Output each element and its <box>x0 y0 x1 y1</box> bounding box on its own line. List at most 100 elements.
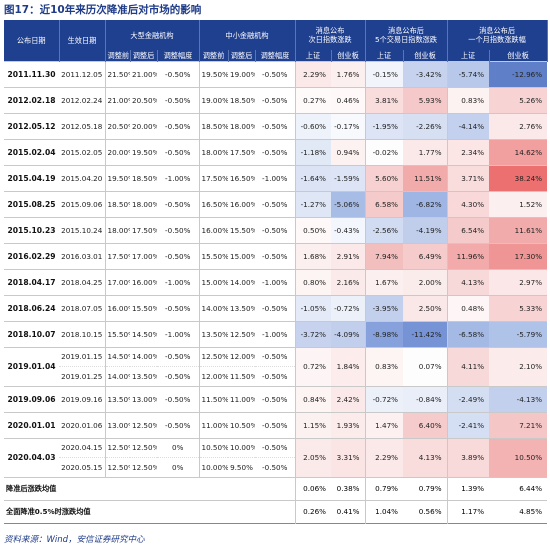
five-day-chinext-cell: -3.42% <box>403 60 448 87</box>
large-before-cell: 17.50% <box>104 242 130 269</box>
small-magnitude-cell: -0.50% <box>255 366 295 386</box>
five-day-chinext-summary-cell: 0.79% <box>403 476 448 500</box>
five-day-shanghai-cell: 0.83% <box>364 346 404 386</box>
five-day-shanghai-cell: 1.67% <box>364 268 404 295</box>
header-small-institutions: 中小金融机构 <box>199 20 296 50</box>
five-day-chinext-cell: 2.00% <box>403 268 448 295</box>
source-note: 资料来源：Wind，安信证券研究中心 <box>4 535 145 545</box>
five-day-shanghai-cell: 2.29% <box>364 437 404 477</box>
large-magnitude-cell: -0.50% <box>157 190 199 217</box>
summary-row: 全面降准0.5%时涨跌均值 0.26% 0.41% 1.04% 0.56% 1.17% 4.… <box>4 499 548 523</box>
announce-date-cell: 2012.02.18 <box>4 86 59 113</box>
effective-date-cell: 2020.04.15 <box>59 437 105 458</box>
small-before-cell: 18.00% <box>198 138 228 165</box>
month-chinext-summary-cell: 4.85% <box>489 499 548 523</box>
month-shanghai-cell: 3.71% <box>446 164 490 191</box>
large-after-cell: 14.00% <box>130 346 157 367</box>
table-row: 2012.02.182012.02.2421.00%20.50%-0.50%19… <box>4 86 548 113</box>
large-magnitude-cell: -0.50% <box>157 112 199 139</box>
header-large-before: 调整前 <box>105 50 131 61</box>
header-month-chinext: 创业板 <box>489 50 548 61</box>
large-before-cell: 14.50% <box>104 346 130 367</box>
small-magnitude-cell: -0.50% <box>255 112 295 139</box>
effective-date-cell: 2016.03.01 <box>59 242 105 269</box>
large-after-cell: 12.50% <box>130 437 157 458</box>
small-magnitude-cell: -1.00% <box>255 320 295 347</box>
effective-date-cell: 2019.01.15 <box>59 346 105 367</box>
five-day-shanghai-cell: -3.95% <box>364 294 404 321</box>
small-after-cell: 11.50% <box>228 366 255 386</box>
next-day-chinext-cell: 1.84% <box>331 346 366 386</box>
five-day-chinext-cell: 5.93% <box>403 86 448 113</box>
month-chinext-cell: 38.24% <box>489 164 548 191</box>
next-day-shanghai-cell: 0.84% <box>294 385 331 412</box>
small-before-cell: 14.00% <box>198 294 228 321</box>
announce-date-cell: 2018.06.24 <box>4 294 59 321</box>
effective-date-cell: 2019.01.25 <box>59 366 105 386</box>
month-chinext-summary-cell: 6.44% <box>489 476 548 500</box>
table-row: 2018.04.172018.04.2517.00%16.00%-1.00%15… <box>4 268 548 295</box>
five-day-chinext-summary-cell: 0.56% <box>403 499 448 523</box>
large-magnitude-cell: -0.50% <box>157 366 199 386</box>
next-day-shanghai-cell: -0.60% <box>294 112 331 139</box>
small-before-cell: 13.50% <box>198 320 228 347</box>
large-after-cell: 21.00% <box>130 60 157 87</box>
small-magnitude-cell: -1.00% <box>255 268 295 295</box>
effective-date-cell: 2015.04.20 <box>59 164 105 191</box>
small-after-cell: 11.00% <box>228 385 255 412</box>
announce-date-cell: 2019.01.04 <box>4 346 59 386</box>
large-before-cell: 20.50% <box>104 112 130 139</box>
next-day-chinext-summary-cell: 0.41% <box>331 499 366 523</box>
five-day-chinext-cell: 4.13% <box>403 437 448 477</box>
small-magnitude-cell: -0.50% <box>255 411 295 438</box>
small-after-cell: 18.50% <box>228 86 255 113</box>
header-large-institutions: 大型金融机构 <box>105 20 200 50</box>
large-before-cell: 21.00% <box>104 86 130 113</box>
small-magnitude-cell: -0.50% <box>255 457 295 477</box>
small-magnitude-cell: -0.50% <box>255 190 295 217</box>
small-before-cell: 10.50% <box>198 437 228 458</box>
large-before-cell: 13.00% <box>104 411 130 438</box>
next-day-shanghai-cell: 0.27% <box>294 86 331 113</box>
small-before-cell: 16.00% <box>198 216 228 243</box>
announce-date-cell: 2015.10.23 <box>4 216 59 243</box>
large-magnitude-cell: 0% <box>157 457 199 477</box>
five-day-chinext-cell: 2.50% <box>403 294 448 321</box>
small-after-cell: 14.00% <box>228 268 255 295</box>
small-after-cell: 16.50% <box>228 164 255 191</box>
table-row: 2019.01.2514.00%13.50%-0.50%12.00%11.50%… <box>4 366 547 386</box>
figure-title: 图17：近10年来历次降准后对市场的影响 <box>4 4 202 16</box>
next-day-chinext-cell: -0.72% <box>331 294 366 321</box>
month-shanghai-cell: 0.83% <box>446 86 490 113</box>
next-day-shanghai-cell: -1.18% <box>294 138 331 165</box>
next-day-shanghai-cell: -1.64% <box>294 164 331 191</box>
small-magnitude-cell: -0.50% <box>255 138 295 165</box>
effective-date-cell: 2011.12.05 <box>59 60 105 87</box>
month-chinext-cell: 2.76% <box>489 112 548 139</box>
summary-label: 降准后涨跌均值 <box>4 476 295 500</box>
large-before-cell: 16.00% <box>104 294 130 321</box>
table-row: 2015.08.252015.09.0618.50%18.00%-0.50%16… <box>4 190 548 217</box>
month-chinext-cell: -4.13% <box>489 385 548 412</box>
large-before-cell: 15.50% <box>104 320 130 347</box>
header-announce-date: 公布日期 <box>4 20 60 61</box>
large-after-cell: 18.00% <box>130 190 157 217</box>
small-after-cell: 16.00% <box>228 190 255 217</box>
month-chinext-cell: 2.10% <box>489 346 548 386</box>
small-magnitude-cell: -0.50% <box>255 294 295 321</box>
five-day-shanghai-cell: -8.98% <box>364 320 404 347</box>
announce-date-cell: 2016.02.29 <box>4 242 59 269</box>
month-shanghai-cell: 2.34% <box>446 138 490 165</box>
next-day-shanghai-cell: -1.27% <box>294 190 331 217</box>
announce-date-cell: 2015.02.04 <box>4 138 59 165</box>
month-shanghai-cell: -6.58% <box>446 320 490 347</box>
large-magnitude-cell: -0.50% <box>157 60 199 87</box>
summary-label: 全面降准0.5%时涨跌均值 <box>4 499 295 523</box>
small-before-cell: 15.50% <box>198 242 228 269</box>
month-shanghai-cell: -2.41% <box>446 411 490 438</box>
effective-date-cell: 2015.02.05 <box>59 138 105 165</box>
next-day-chinext-cell: 0.94% <box>331 138 366 165</box>
five-day-shanghai-summary-cell: 1.04% <box>364 499 404 523</box>
next-day-shanghai-cell: 0.80% <box>294 268 331 295</box>
